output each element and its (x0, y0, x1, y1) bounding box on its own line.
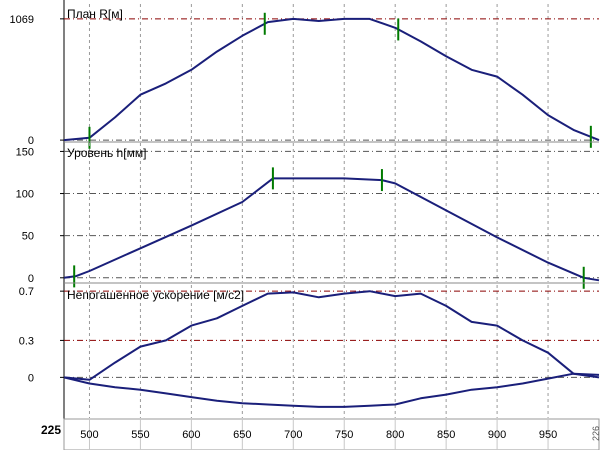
x-axis-strip (63, 418, 600, 450)
x-tick-label: 650 (233, 429, 251, 441)
y-tick-label: 0 (28, 372, 34, 384)
panel-title: План R[м] (67, 7, 123, 21)
x-tick-label: 950 (539, 429, 557, 441)
x-tick-label: 700 (284, 429, 302, 441)
series-line-1 (63, 177, 600, 282)
chart-panel-3: 0 0.3 0.7 Непогашенное ускорение [м/с2] (19, 285, 600, 418)
chart-panel-1: 0 1069 План R[м] (10, 4, 600, 149)
series-line-1 (63, 17, 600, 142)
chart-panel-2: 0 50 100 150 Уровень h[мм] (16, 143, 600, 289)
x-tick-label: 900 (488, 429, 506, 441)
y-tick-label: 0.7 (19, 286, 34, 298)
y-tick-label: 1069 (10, 14, 34, 26)
y-tick-label: 100 (16, 189, 34, 201)
y-tick-label: 150 (16, 146, 34, 158)
series-line-2 (63, 372, 600, 408)
scroll-end-label: 226 (591, 426, 600, 441)
panel-title: Непогашенное ускорение [м/с2] (67, 288, 244, 302)
y-tick-label: 0.3 (19, 335, 34, 347)
y-tick-label: 0 (28, 273, 34, 285)
x-tick-label: 500 (80, 429, 98, 441)
x-tick-label: 850 (437, 429, 455, 441)
y-tick-label: 0 (28, 135, 34, 147)
y-tick-label: 50 (22, 231, 34, 243)
x-tick-label: 550 (131, 429, 149, 441)
x-axis: 500 550 600 650 700 750 800 850 900 950 (63, 418, 600, 450)
x-tick-label: 800 (386, 429, 404, 441)
series-line-1 (63, 290, 600, 381)
scroll-start-label: 225 (41, 423, 61, 437)
x-tick-label: 750 (335, 429, 353, 441)
x-tick-label: 600 (182, 429, 200, 441)
panel-title: Уровень h[мм] (67, 146, 146, 160)
